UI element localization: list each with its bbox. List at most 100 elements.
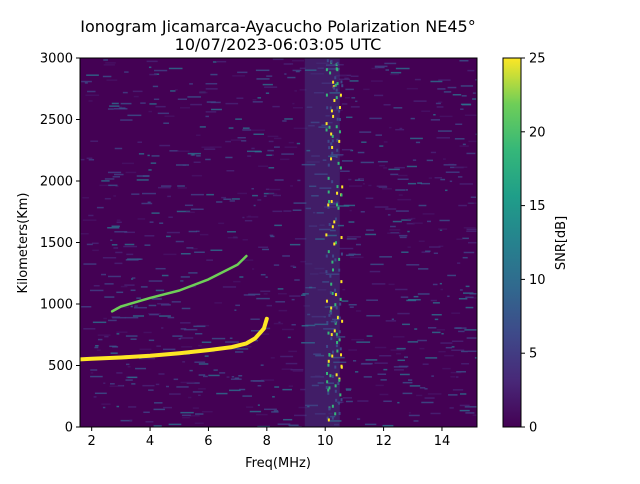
interference-speckle (341, 185, 344, 189)
noise-speckle (178, 337, 182, 340)
noise-speckle (355, 243, 361, 246)
noise-speckle (314, 267, 325, 270)
noise-speckle (140, 286, 148, 288)
noise-speckle (102, 75, 112, 78)
noise-speckle (397, 401, 400, 404)
interference-speckle (338, 411, 341, 415)
noise-speckle (124, 243, 135, 246)
noise-speckle (149, 221, 154, 223)
noise-speckle (168, 67, 183, 70)
noise-speckle (180, 337, 194, 339)
interference-speckle (325, 68, 328, 72)
noise-speckle (294, 238, 307, 240)
noise-speckle (231, 198, 240, 200)
noise-speckle (273, 322, 284, 325)
noise-speckle (421, 401, 434, 404)
noise-speckle (109, 383, 115, 385)
noise-speckle (336, 336, 346, 338)
noise-speckle (270, 235, 275, 238)
interference-speckle (330, 132, 333, 136)
noise-speckle (374, 206, 389, 208)
noise-speckle (427, 393, 442, 395)
noise-speckle (153, 425, 162, 427)
interference-speckle (332, 114, 335, 118)
noise-speckle (103, 59, 108, 61)
interference-speckle (341, 319, 344, 323)
noise-speckle (159, 315, 171, 317)
y-tick-label: 3000 (40, 52, 73, 67)
noise-speckle (90, 372, 94, 374)
noise-speckle (282, 255, 290, 257)
noise-speckle (366, 335, 373, 337)
noise-speckle (383, 368, 388, 371)
noise-speckle (134, 306, 147, 309)
noise-speckle (380, 379, 387, 381)
noise-speckle (407, 246, 411, 248)
interference-speckle (338, 130, 341, 134)
noise-speckle (456, 371, 466, 373)
noise-speckle (110, 239, 113, 242)
interference-speckle (330, 157, 333, 161)
noise-speckle (101, 180, 110, 182)
noise-speckle (430, 80, 443, 83)
noise-speckle (466, 228, 477, 231)
noise-speckle (210, 73, 218, 76)
noise-speckle (430, 299, 437, 302)
noise-speckle (253, 204, 256, 207)
noise-speckle (454, 166, 468, 169)
noise-speckle (189, 369, 193, 372)
noise-speckle (258, 165, 269, 167)
noise-speckle (288, 350, 297, 353)
noise-speckle (465, 412, 475, 414)
noise-speckle (92, 321, 107, 324)
noise-speckle (469, 292, 477, 295)
interference-speckle (327, 190, 330, 194)
noise-speckle (125, 335, 138, 337)
noise-speckle (104, 283, 114, 285)
noise-speckle (460, 103, 471, 106)
interference-speckle (326, 321, 329, 325)
interference-speckle (338, 401, 341, 405)
interference-speckle (335, 306, 338, 310)
noise-speckle (436, 137, 450, 139)
noise-speckle (449, 407, 454, 409)
noise-speckle (328, 155, 337, 158)
noise-speckle (94, 392, 107, 395)
noise-speckle (256, 297, 270, 300)
noise-speckle (465, 306, 474, 309)
interference-speckle (332, 80, 335, 84)
noise-speckle (93, 396, 97, 398)
noise-speckle (322, 159, 327, 161)
noise-speckle (296, 142, 301, 145)
noise-speckle (108, 184, 118, 187)
noise-speckle (132, 90, 143, 93)
noise-speckle (310, 73, 324, 75)
interference-speckle (335, 203, 338, 207)
noise-speckle (159, 222, 164, 224)
noise-speckle (421, 110, 431, 112)
noise-speckle (153, 408, 165, 411)
noise-speckle (273, 146, 280, 148)
noise-speckle (202, 375, 208, 378)
noise-speckle (395, 189, 406, 191)
noise-speckle (437, 88, 446, 90)
interference-speckle (340, 252, 343, 256)
interference-speckle (329, 106, 332, 110)
noise-speckle (155, 383, 160, 386)
noise-speckle (395, 288, 408, 291)
noise-speckle (235, 304, 241, 307)
noise-speckle (272, 194, 282, 197)
noise-speckle (237, 192, 248, 195)
noise-speckle (365, 359, 378, 361)
interference-speckle (334, 365, 337, 369)
noise-speckle (462, 292, 474, 294)
noise-speckle (438, 245, 444, 248)
noise-speckle (199, 126, 206, 128)
noise-speckle (136, 258, 143, 260)
noise-speckle (330, 201, 336, 204)
noise-speckle (272, 58, 284, 61)
plot-background (80, 58, 477, 427)
noise-speckle (166, 231, 180, 234)
noise-speckle (346, 116, 353, 119)
noise-speckle (151, 298, 162, 300)
